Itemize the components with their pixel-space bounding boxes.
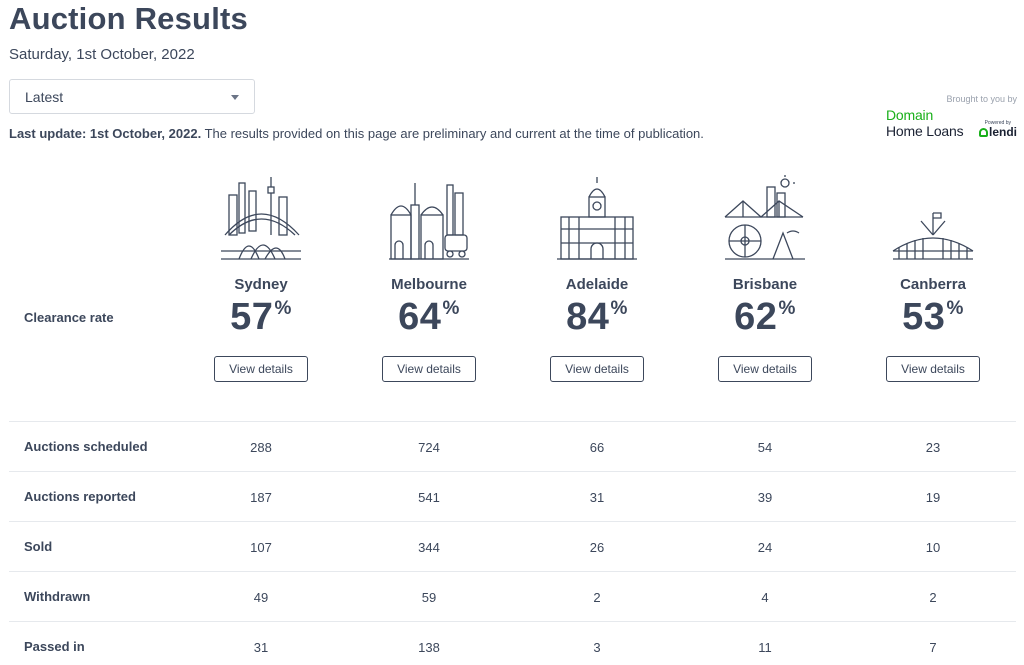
table-cell: 724 bbox=[418, 440, 440, 455]
view-details-button[interactable]: View details bbox=[382, 356, 476, 382]
city-name: Brisbane bbox=[732, 276, 798, 293]
last-update-label: Last update: 1st October, 2022. bbox=[9, 126, 202, 141]
table-cell: 26 bbox=[589, 540, 605, 555]
row-label: Auctions scheduled bbox=[24, 439, 148, 454]
select-value: Latest bbox=[25, 89, 64, 105]
city-name: Adelaide bbox=[565, 276, 629, 293]
table-cell: 39 bbox=[757, 490, 773, 505]
table-row: Sold 107 344 26 24 10 bbox=[9, 521, 1016, 571]
table-cell: 2 bbox=[593, 590, 601, 605]
last-update-text: Last update: 1st October, 2022. The resu… bbox=[9, 126, 704, 141]
table-cell: 49 bbox=[253, 590, 269, 605]
adelaide-skyline-icon bbox=[557, 177, 637, 260]
city-brisbane: Brisbane 62% View details bbox=[681, 175, 849, 385]
row-label: Sold bbox=[24, 539, 53, 554]
percent-sign: % bbox=[610, 298, 628, 319]
table-row: Withdrawn 49 59 2 4 2 bbox=[9, 571, 1016, 621]
brisbane-skyline-icon bbox=[724, 175, 805, 260]
table-cell: 2 bbox=[929, 590, 937, 605]
sponsor-caption: Brought to you by bbox=[946, 94, 1017, 104]
results-period-select[interactable]: Latest bbox=[9, 79, 255, 114]
table-cell: 59 bbox=[421, 590, 437, 605]
table-cell: 19 bbox=[925, 490, 941, 505]
city-name: Canberra bbox=[900, 276, 966, 293]
percent-sign: % bbox=[442, 298, 460, 319]
rate-number: 53 bbox=[902, 296, 946, 338]
table-cell: 7 bbox=[929, 640, 937, 655]
table-cell: 4 bbox=[761, 590, 769, 605]
percent-sign: % bbox=[778, 298, 796, 319]
percent-sign: % bbox=[274, 298, 292, 319]
table-cell: 288 bbox=[250, 440, 272, 455]
lendi-logo: lendi bbox=[978, 125, 1017, 139]
row-label: Passed in bbox=[24, 639, 85, 654]
table-row: Auctions scheduled 288 724 66 54 23 bbox=[9, 421, 1016, 471]
city-adelaide: Adelaide 84% View details bbox=[513, 175, 681, 385]
table-cell: 187 bbox=[250, 490, 272, 505]
row-label: Auctions reported bbox=[24, 489, 136, 504]
table-cell: 138 bbox=[418, 640, 440, 655]
city-name: Melbourne bbox=[391, 276, 467, 293]
last-update-note: The results provided on this page are pr… bbox=[201, 126, 704, 141]
view-details-button[interactable]: View details bbox=[718, 356, 812, 382]
view-details-button[interactable]: View details bbox=[886, 356, 980, 382]
sponsor-logo[interactable]: Brought to you by Domain Home Loans Powe… bbox=[877, 94, 1017, 142]
city-melbourne: Melbourne 64% View details bbox=[345, 175, 513, 385]
clearance-rate-value: 53% bbox=[849, 296, 1017, 339]
lendi-house-icon bbox=[978, 128, 988, 137]
percent-sign: % bbox=[946, 298, 964, 319]
table-row: Auctions reported 187 541 31 39 19 bbox=[9, 471, 1016, 521]
view-details-button[interactable]: View details bbox=[550, 356, 644, 382]
city-name: Sydney bbox=[234, 276, 288, 293]
rate-number: 84 bbox=[566, 296, 610, 338]
table-cell: 23 bbox=[925, 440, 941, 455]
domain-logo-line2: Home Loans bbox=[886, 123, 964, 139]
table-cell: 107 bbox=[250, 540, 272, 555]
lendi-logo-text: lendi bbox=[988, 125, 1017, 139]
rate-number: 57 bbox=[230, 296, 274, 338]
clearance-rate-label: Clearance rate bbox=[24, 310, 114, 325]
table-cell: 66 bbox=[589, 440, 605, 455]
table-cell: 24 bbox=[757, 540, 773, 555]
table-cell: 344 bbox=[418, 540, 440, 555]
row-label: Withdrawn bbox=[24, 589, 91, 604]
canberra-skyline-icon bbox=[892, 212, 974, 260]
table-cell: 10 bbox=[925, 540, 941, 555]
rate-number: 62 bbox=[734, 296, 778, 338]
table-cell: 31 bbox=[253, 640, 269, 655]
clearance-rate-value: 62% bbox=[681, 296, 849, 339]
table-cell: 31 bbox=[589, 490, 605, 505]
city-sydney: Sydney 57% View details bbox=[177, 175, 345, 385]
table-row: Passed in 31 138 3 11 7 bbox=[9, 621, 1016, 665]
domain-logo-line1: Domain bbox=[886, 107, 934, 123]
chevron-down-icon bbox=[231, 95, 239, 100]
results-table: Auctions scheduled 288 724 66 54 23 Auct… bbox=[9, 421, 1016, 665]
table-cell: 3 bbox=[593, 640, 601, 655]
clearance-rate-value: 57% bbox=[177, 296, 345, 339]
clearance-rate-value: 84% bbox=[513, 296, 681, 339]
view-details-button[interactable]: View details bbox=[214, 356, 308, 382]
sydney-skyline-icon bbox=[221, 177, 301, 260]
page-title: Auction Results bbox=[9, 1, 248, 36]
page-date: Saturday, 1st October, 2022 bbox=[9, 46, 195, 63]
table-cell: 54 bbox=[757, 440, 773, 455]
rate-number: 64 bbox=[398, 296, 442, 338]
powered-by-text: Powered by bbox=[984, 120, 1011, 126]
table-cell: 11 bbox=[758, 640, 772, 655]
melbourne-skyline-icon bbox=[389, 183, 469, 260]
clearance-rate-value: 64% bbox=[345, 296, 513, 339]
table-cell: 541 bbox=[418, 490, 440, 505]
city-canberra: Canberra 53% View details bbox=[849, 175, 1017, 385]
